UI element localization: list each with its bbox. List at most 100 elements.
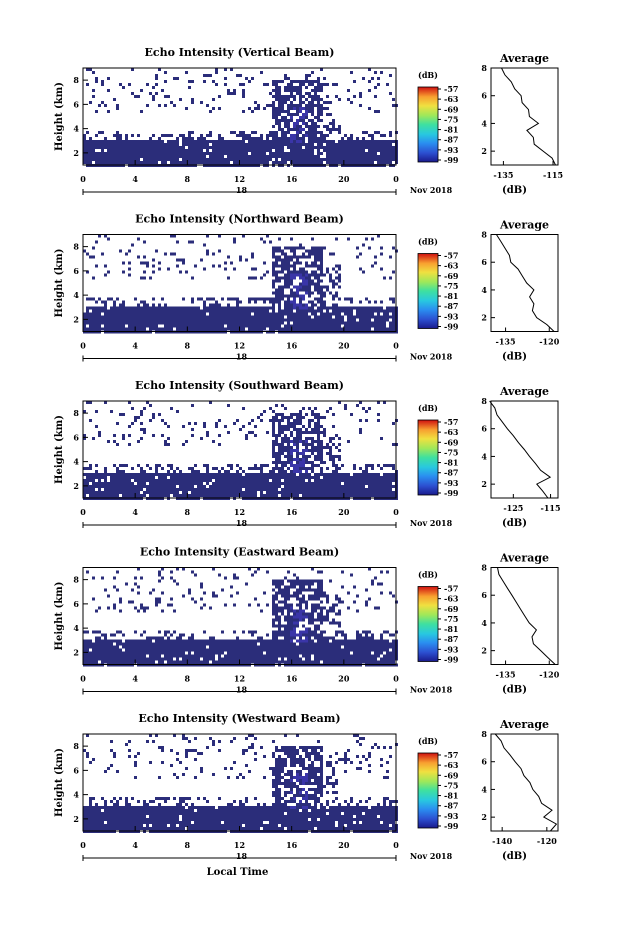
echo-cell: [119, 464, 122, 467]
echo-cell: [119, 413, 122, 416]
echo-cell: [95, 152, 98, 155]
echo-cell: [323, 446, 326, 449]
echo-cell: [308, 283, 311, 286]
echo-cell: [113, 491, 116, 494]
echo-cell: [317, 259, 320, 262]
echo-cell: [125, 328, 128, 331]
echo-cell: [107, 640, 110, 643]
echo-cell: [155, 601, 158, 604]
echo-cell: [278, 316, 281, 319]
echo-cell: [125, 253, 128, 256]
echo-cell: [317, 580, 320, 583]
echo-cell: [161, 149, 164, 152]
echo-cell: [263, 274, 266, 277]
echo-cell: [362, 325, 365, 328]
echo-cell: [125, 643, 128, 646]
echo-cell: [353, 155, 356, 158]
echo-cell: [311, 328, 314, 331]
echo-cell: [284, 592, 287, 595]
echo-cell: [263, 485, 266, 488]
echo-cell: [281, 446, 284, 449]
echo-cell: [272, 491, 275, 494]
echo-cell: [302, 140, 305, 143]
echo-cell: [287, 416, 290, 419]
echo-cell: [380, 319, 383, 322]
echo-cell: [161, 479, 164, 482]
echo-cell: [344, 328, 347, 331]
echo-cell: [326, 328, 329, 331]
echo-cell: [296, 289, 299, 292]
echo-cell: [302, 95, 305, 98]
echo-cell: [185, 271, 188, 274]
echo-cell: [326, 143, 329, 146]
echo-cell: [104, 319, 107, 322]
echo-cell: [320, 265, 323, 268]
echo-cell: [137, 256, 140, 259]
echo-cell: [92, 247, 95, 250]
echo-cell: [311, 238, 314, 241]
echo-cell: [377, 313, 380, 316]
echo-cell: [314, 134, 317, 137]
echo-cell: [227, 149, 230, 152]
echo-cell: [299, 461, 302, 464]
echo-cell: [149, 488, 152, 491]
echo-cell: [320, 104, 323, 107]
echo-cell: [314, 274, 317, 277]
echo-cell: [320, 328, 323, 331]
echo-cell: [152, 485, 155, 488]
echo-cell: [266, 307, 269, 310]
echo-cell: [320, 479, 323, 482]
echo-cell: [131, 640, 134, 643]
echo-cell: [206, 640, 209, 643]
echo-cell: [170, 149, 173, 152]
echo-cell: [308, 80, 311, 83]
echo-cell: [173, 640, 176, 643]
echo-cell: [284, 491, 287, 494]
echo-cell: [299, 610, 302, 613]
echo-cell: [308, 83, 311, 86]
echo-cell: [269, 494, 272, 497]
echo-cell: [248, 488, 251, 491]
echo-cell: [245, 434, 248, 437]
echo-cell: [224, 577, 227, 580]
echo-cell: [185, 107, 188, 110]
echo-cell: [131, 601, 134, 604]
echo-cell: [284, 101, 287, 104]
echo-cell: [377, 476, 380, 479]
echo-cell: [290, 625, 293, 628]
echo-cell: [158, 485, 161, 488]
echo-cell: [386, 494, 389, 497]
echo-cell: [377, 494, 380, 497]
echo-cell: [212, 473, 215, 476]
echo-cell: [296, 416, 299, 419]
echo-cell: [323, 107, 326, 110]
echo-cell: [335, 313, 338, 316]
echo-cell: [92, 437, 95, 440]
echo-cell: [248, 155, 251, 158]
echo-cell: [323, 328, 326, 331]
echo-cell: [95, 491, 98, 494]
echo-cell: [125, 161, 128, 164]
echo-cell: [173, 610, 176, 613]
echo-cell: [272, 622, 275, 625]
echo-cell: [266, 491, 269, 494]
echo-cell: [305, 316, 308, 319]
echo-cell: [320, 616, 323, 619]
echo-cell: [284, 631, 287, 634]
echo-cell: [152, 322, 155, 325]
echo-cell: [197, 476, 200, 479]
echo-cell: [236, 146, 239, 149]
echo-cell: [305, 250, 308, 253]
echo-cell: [314, 485, 317, 488]
echo-cell: [320, 325, 323, 328]
echo-cell: [314, 140, 317, 143]
echo-cell: [380, 253, 383, 256]
echo-cell: [308, 301, 311, 304]
echo-cell: [158, 137, 161, 140]
echo-cell: [317, 310, 320, 313]
echo-cell: [293, 425, 296, 428]
echo-cell: [149, 592, 152, 595]
echo-cell: [248, 604, 251, 607]
echo-cell: [140, 604, 143, 607]
echo-cell: [293, 262, 296, 265]
